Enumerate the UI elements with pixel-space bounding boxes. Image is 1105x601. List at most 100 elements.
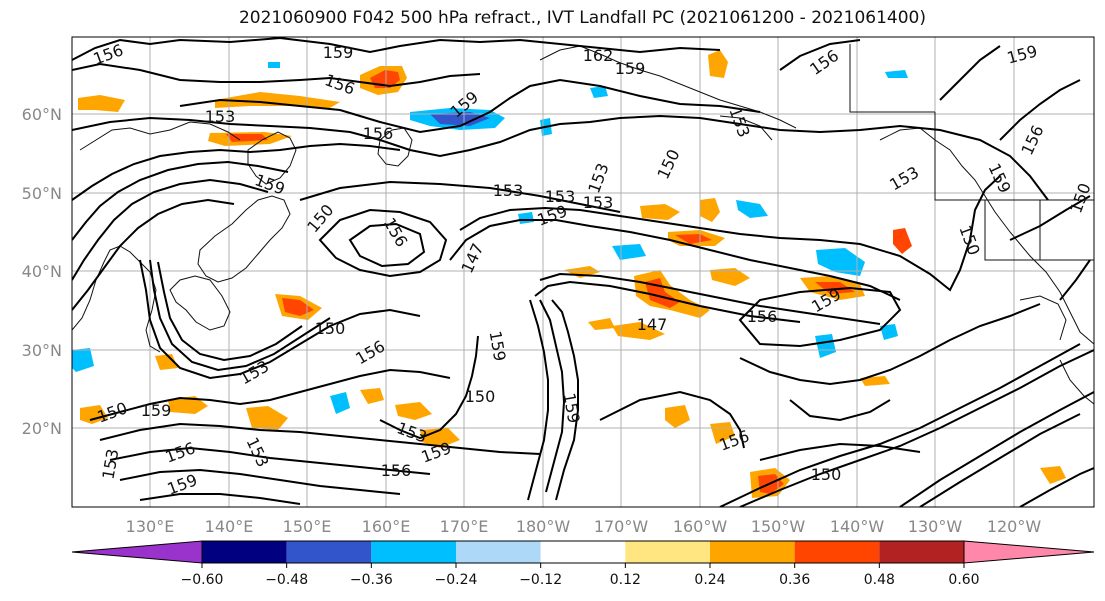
contour-line	[318, 208, 448, 278]
contour-label: 153	[493, 181, 524, 200]
colorbar-tick-label: −0.24	[435, 572, 478, 588]
colorbar-frame	[201, 540, 965, 564]
colorbar: −0.60 −0.48 −0.36 −0.24 −0.12 0.12 0.24 0.36 0.4…	[71, 540, 1095, 588]
colorbar-over-arrow	[963, 540, 1095, 564]
contour-line	[119, 468, 401, 495]
contour-line	[72, 142, 401, 201]
contour-line	[99, 422, 541, 455]
shade-warm	[226, 134, 268, 142]
contour-line	[72, 178, 269, 281]
contour-line	[539, 299, 566, 493]
lon-tick-label: 140°W	[830, 517, 885, 536]
contour-label: 156	[747, 307, 778, 326]
contour-label: 150	[465, 387, 496, 406]
lon-tick-label: 170°E	[440, 517, 489, 536]
lat-tick-label: 40°N	[22, 262, 62, 281]
contour-line	[1019, 467, 1094, 507]
colorbar-segment	[456, 541, 541, 563]
contour-line	[779, 39, 861, 71]
colorbar-tick-label: 0.24	[694, 572, 725, 588]
contour-line	[72, 37, 721, 61]
colorbar-tick-label: −0.48	[265, 572, 308, 588]
contour-line	[109, 446, 431, 475]
shade-warm	[710, 268, 750, 286]
contour-line	[459, 175, 1001, 292]
colorbar-tick-label: 0.60	[948, 572, 979, 588]
colorbar-tick-label: −0.60	[181, 572, 224, 588]
shade-warm	[700, 198, 720, 222]
colorbar-segment	[879, 541, 964, 563]
shade-warm	[675, 234, 712, 244]
lon-tick-label: 160°W	[673, 517, 728, 536]
contour-line	[738, 286, 902, 348]
shade-cool	[885, 70, 908, 78]
contour-line	[1009, 195, 1091, 241]
shade-warm	[78, 95, 125, 112]
contour-line	[72, 160, 289, 241]
lat-tick-label: 50°N	[22, 184, 62, 203]
contour-line	[739, 303, 1041, 386]
colorbar-tick-label: 0.36	[779, 572, 810, 588]
contour-line	[299, 180, 621, 213]
contour-line	[139, 493, 301, 505]
contour-label: 150	[315, 319, 346, 338]
contour-line	[72, 198, 235, 311]
lon-tick-label: 150°E	[283, 517, 332, 536]
shade-warm	[282, 298, 314, 316]
shade-cool	[268, 62, 280, 68]
contour-label: 147	[637, 315, 668, 334]
lon-tick-label: 130°E	[126, 517, 175, 536]
contour-line	[534, 280, 801, 323]
contour-label: 156	[381, 461, 412, 480]
shade-warm	[215, 92, 340, 108]
contour-line	[939, 45, 1001, 101]
shade-cool	[880, 324, 898, 340]
shade-cool	[72, 348, 94, 372]
contour-line	[789, 399, 891, 422]
contour-line	[539, 272, 881, 325]
shade-warm	[80, 405, 108, 424]
colorbar-tick-label: −0.36	[350, 572, 393, 588]
contour-line	[739, 349, 1094, 507]
contour-label: 153	[205, 107, 236, 126]
contour-label: 159	[323, 43, 354, 62]
shade-warm	[564, 266, 600, 278]
colorbar-segment	[371, 541, 456, 563]
shade-warm	[1040, 466, 1066, 484]
contour-line	[449, 219, 901, 301]
lon-tick-label: 120°W	[987, 517, 1042, 536]
colorbar-tick-label: −0.12	[519, 572, 562, 588]
contour-line	[379, 335, 479, 440]
shaded-fields	[72, 50, 1066, 498]
shade-warm	[360, 388, 384, 404]
shade-cool	[330, 392, 350, 414]
contour-label: 162	[583, 46, 614, 65]
shade-cool	[590, 86, 608, 98]
colorbar-segment	[540, 541, 626, 563]
lon-axis: 130°E 140°E 150°E 160°E 170°E 180°W 170°W 160°W…	[126, 517, 1042, 536]
shade-cool	[816, 248, 865, 276]
lon-tick-label: 180°W	[516, 517, 571, 536]
shade-warm	[640, 204, 680, 220]
colorbar-tick-label: 0.12	[610, 572, 641, 588]
contour-line	[157, 261, 303, 362]
colorbar-segment	[710, 541, 795, 563]
contour-line	[1059, 259, 1091, 301]
contour-line	[139, 259, 421, 380]
lat-tick-label: 20°N	[22, 419, 62, 438]
shade-warm	[708, 50, 728, 78]
contour-line	[89, 368, 451, 421]
shade-cool	[815, 334, 836, 358]
lon-tick-label: 140°E	[205, 517, 254, 536]
colorbar-segment	[202, 541, 287, 563]
lon-tick-label: 150°W	[751, 517, 806, 536]
contour-line	[919, 413, 1081, 507]
lat-axis: 60°N 50°N 40°N 30°N 20°N	[22, 105, 62, 438]
contour-line	[72, 62, 481, 88]
contour-line	[551, 299, 579, 501]
shade-warm	[155, 354, 178, 370]
lon-tick-label: 160°E	[362, 517, 411, 536]
shade-cool	[736, 200, 768, 218]
shade-warm	[588, 318, 615, 330]
